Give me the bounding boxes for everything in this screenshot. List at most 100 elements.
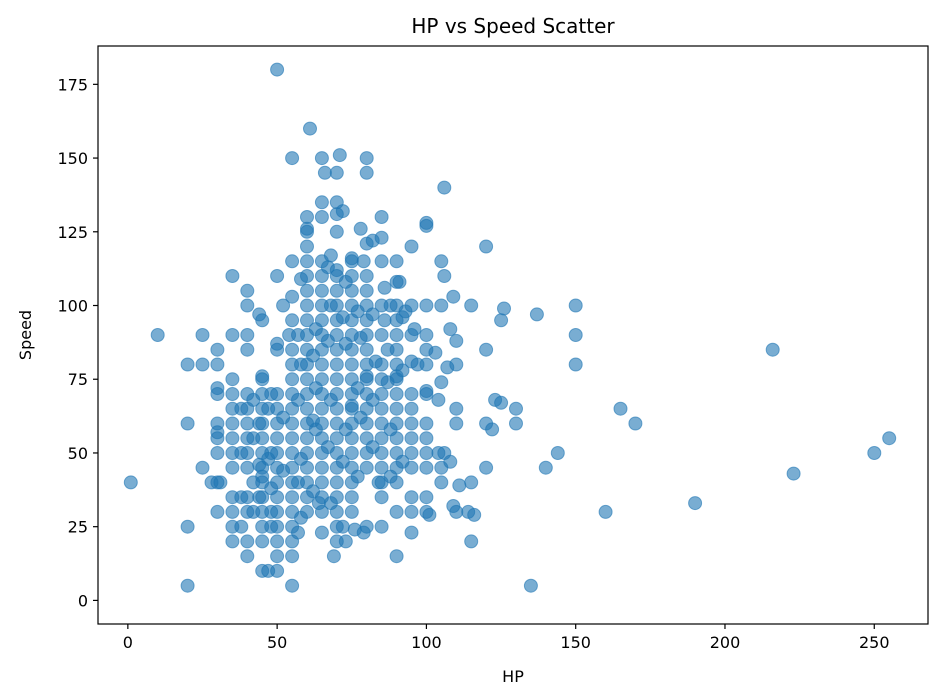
scatter-point — [419, 446, 434, 460]
scatter-point — [509, 416, 523, 431]
scatter-point — [419, 460, 434, 475]
scatter-point — [449, 357, 464, 372]
scatter-point — [270, 342, 285, 357]
scatter-point — [285, 460, 300, 475]
scatter-point — [389, 342, 404, 357]
scatter-point — [374, 401, 389, 416]
scatter-point — [234, 519, 249, 534]
scatter-point — [419, 387, 434, 401]
scatter-point — [464, 534, 479, 549]
scatter-point — [329, 490, 344, 505]
scatter-point — [613, 401, 628, 416]
scatter-point — [225, 431, 240, 446]
scatter-point — [329, 475, 344, 490]
scatter-point — [509, 401, 523, 416]
scatter-point — [255, 431, 270, 446]
scatter-point — [434, 475, 449, 490]
scatter-point — [568, 357, 583, 372]
scatter-point — [329, 431, 344, 446]
scatter-point — [240, 446, 255, 460]
scatter-point — [374, 460, 389, 475]
scatter-point — [329, 328, 344, 342]
scatter-point — [317, 165, 332, 180]
scatter-point — [867, 446, 882, 460]
scatter-point — [240, 416, 255, 431]
scatter-point — [374, 254, 389, 269]
scatter-point — [329, 401, 344, 416]
scatter-point — [389, 328, 404, 342]
x-tick-label: 200 — [710, 633, 741, 652]
scatter-point — [422, 507, 437, 522]
x-tick-label: 150 — [560, 633, 591, 652]
scatter-point — [389, 416, 404, 431]
scatter-point — [329, 357, 344, 372]
y-tick-label: 50 — [68, 444, 88, 463]
scatter-point — [300, 254, 314, 269]
scatter-point — [213, 475, 228, 490]
plot-frame — [97, 45, 929, 625]
scatter-point — [255, 372, 270, 387]
scatter-point — [359, 165, 374, 180]
scatter-point — [300, 283, 314, 298]
scatter-point — [389, 549, 404, 564]
scatter-point — [437, 180, 452, 195]
scatter-point — [300, 224, 314, 239]
scatter-point — [350, 469, 365, 484]
scatter-point — [374, 490, 389, 505]
scatter-point — [329, 224, 344, 239]
scatter-point — [359, 372, 374, 387]
scatter-point — [464, 475, 479, 490]
x-tick-label: 250 — [859, 633, 890, 652]
scatter-point — [225, 328, 240, 342]
scatter-point — [332, 148, 347, 163]
scatter-point — [225, 460, 240, 475]
scatter-point — [210, 504, 225, 519]
scatter-point — [389, 431, 404, 446]
scatter-point — [270, 534, 285, 549]
scatter-point — [434, 298, 449, 313]
scatter-point — [765, 342, 780, 357]
scatter-point — [270, 490, 285, 505]
scatter-point — [314, 313, 329, 328]
scatter-point — [180, 578, 195, 593]
y-axis-ticks: 0 25 50 75 100 125 150 175 — [57, 75, 98, 610]
scatter-point — [285, 151, 300, 166]
scatter-point — [285, 313, 300, 328]
scatter-point — [326, 549, 341, 564]
scatter-point — [300, 239, 314, 254]
scatter-point — [392, 274, 407, 289]
scatter-point — [434, 254, 449, 269]
scatter-point — [688, 496, 703, 511]
scatter-point — [419, 416, 434, 431]
scatter-point — [344, 431, 359, 446]
y-axis-label: Speed — [16, 310, 35, 360]
scatter-point — [303, 121, 317, 136]
scatter-point — [449, 333, 464, 348]
scatter-point — [300, 504, 314, 519]
scatter-point — [529, 307, 544, 322]
scatter-point — [255, 490, 270, 505]
scatter-point — [494, 395, 509, 410]
scatter-point — [443, 322, 458, 337]
scatter-point — [291, 525, 305, 540]
scatter-point — [428, 345, 443, 360]
scatter-point — [150, 328, 165, 342]
scatter-point — [314, 210, 329, 224]
scatter-point — [225, 416, 240, 431]
scatter-point — [389, 475, 404, 490]
scatter-point — [300, 460, 314, 475]
scatter-point — [270, 549, 285, 564]
scatter-point — [225, 534, 240, 549]
scatter-point — [180, 519, 195, 534]
scatter-point — [404, 401, 419, 416]
scatter-point — [404, 504, 419, 519]
scatter-point — [255, 416, 270, 431]
scatter-point — [270, 387, 285, 401]
scatter-point — [240, 549, 255, 564]
scatter-point — [276, 298, 291, 313]
scatter-point — [314, 357, 329, 372]
scatter-point — [314, 525, 329, 540]
scatter-point — [389, 401, 404, 416]
scatter-point — [374, 357, 389, 372]
chart-title: HP vs Speed Scatter — [411, 14, 615, 38]
